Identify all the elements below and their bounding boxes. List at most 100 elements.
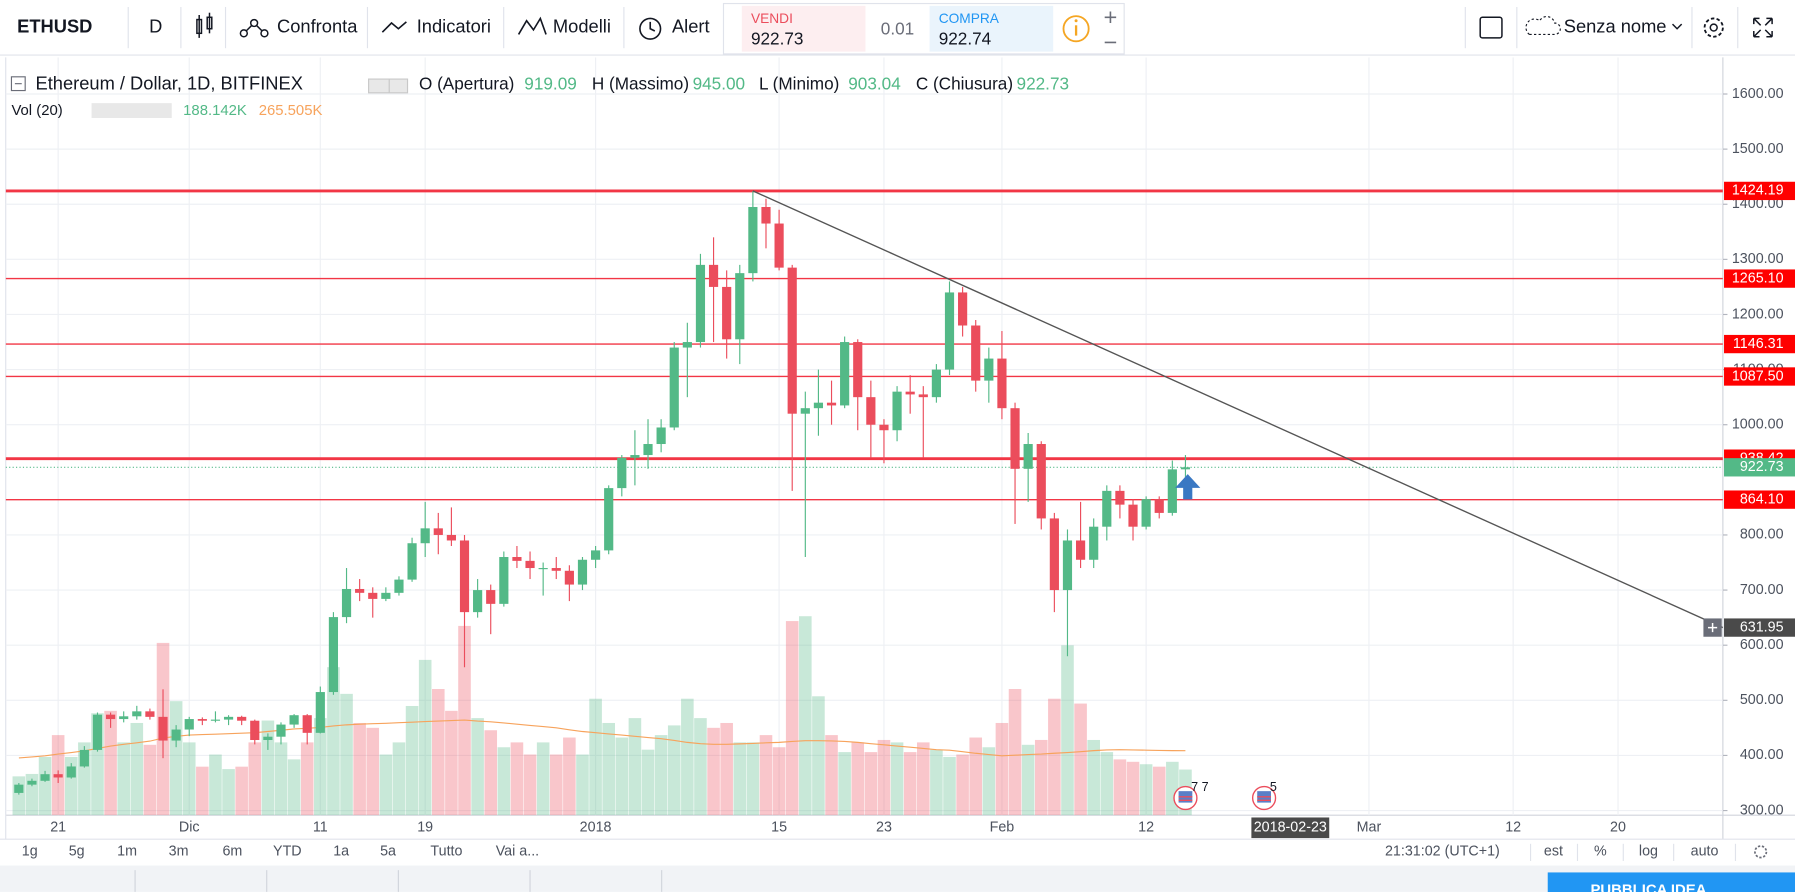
volume-bar	[169, 701, 183, 816]
volume-bar	[615, 737, 629, 816]
range-button[interactable]: 5g	[69, 844, 85, 860]
templates-icon[interactable]	[517, 16, 547, 35]
alert-icon[interactable]	[639, 17, 662, 40]
candle-body	[853, 342, 863, 398]
cloud-icon[interactable]	[1525, 15, 1561, 36]
volume-bar	[681, 698, 694, 816]
range-button[interactable]: 1a	[333, 844, 349, 860]
settings-icon[interactable]	[1703, 17, 1724, 38]
volume-bar	[12, 776, 26, 816]
candle-body	[971, 325, 981, 381]
clock: 21:31:02 (UTC+1)	[1385, 844, 1500, 860]
volume-bar	[1048, 698, 1061, 816]
publish-button[interactable]	[1547, 872, 1795, 892]
candle-body	[263, 736, 273, 741]
candle-body	[643, 444, 653, 456]
volume-bar	[484, 730, 498, 816]
chart-style-icon[interactable]	[196, 12, 213, 38]
candle-body	[1049, 518, 1059, 591]
volume-bar	[1061, 645, 1074, 816]
info-icon[interactable]	[1062, 15, 1090, 43]
interval[interactable]: D	[149, 15, 162, 36]
volume-bar	[209, 754, 222, 816]
range-button[interactable]: YTD	[273, 844, 302, 860]
candle-body	[722, 286, 732, 340]
settings-icon-core	[1709, 23, 1718, 32]
arrow-up	[1175, 474, 1201, 500]
range-button[interactable]: Tutto	[430, 844, 462, 860]
publish-label[interactable]: PUBBLICA IDEA	[1590, 883, 1706, 892]
candle-body	[1154, 499, 1164, 513]
candle-body	[315, 692, 325, 733]
candle-body	[892, 391, 902, 431]
range-button[interactable]: 3m	[169, 844, 189, 860]
bottom-settings[interactable]	[1754, 845, 1768, 859]
range-button[interactable]: 6m	[222, 844, 242, 860]
range-button[interactable]: 5a	[380, 844, 396, 860]
buy-label[interactable]: COMPRA	[939, 11, 1000, 26]
ohlc-value: 945.00	[693, 73, 745, 93]
footer	[0, 865, 1795, 892]
candle-body	[1180, 467, 1191, 470]
volume-bar	[366, 727, 380, 816]
candle-body	[14, 784, 24, 793]
volume-value: 188.142K	[183, 103, 247, 119]
candle-body	[577, 559, 588, 585]
candle-body	[840, 342, 850, 406]
square-icon[interactable]	[1479, 16, 1503, 39]
compare-button[interactable]: Confronta	[277, 15, 358, 36]
x-tick-label: 23	[876, 820, 892, 836]
volume-bar	[1087, 739, 1100, 816]
scale-option[interactable]: %	[1594, 844, 1607, 860]
volume-bar	[628, 718, 642, 816]
candle-body	[355, 588, 365, 593]
indicators-icon[interactable]	[381, 21, 407, 33]
x-tick-label: 20	[1610, 820, 1626, 836]
plus-minus[interactable]	[1104, 11, 1117, 44]
range-button[interactable]: 1g	[22, 844, 38, 860]
volume-bar	[812, 696, 825, 816]
ohlc-value: 922.73	[1017, 73, 1069, 93]
volume-buttons[interactable]	[91, 103, 172, 119]
range-button[interactable]: 1m	[117, 844, 137, 860]
buy-price[interactable]: 922.74	[939, 29, 992, 49]
sell-box[interactable]	[741, 5, 866, 52]
volume-bar	[261, 720, 275, 816]
volume-bar	[890, 742, 904, 816]
sell-label[interactable]: VENDI	[751, 11, 793, 26]
y-tick-label: 1300.00	[1732, 251, 1784, 267]
fullscreen-icon[interactable]	[1753, 17, 1773, 38]
volume-bar	[654, 735, 668, 816]
symbol[interactable]: ETHUSD	[17, 15, 92, 36]
volume-bar	[340, 693, 353, 816]
candle-body	[918, 394, 928, 398]
candle-body	[590, 550, 601, 560]
layout-name[interactable]: Senza nome	[1564, 15, 1667, 36]
volume-ma-line	[18, 719, 1186, 759]
candle-body	[119, 716, 129, 720]
indicators-button[interactable]: Indicatori	[417, 15, 491, 36]
scale-option[interactable]: auto	[1691, 844, 1719, 860]
buy-box[interactable]	[929, 5, 1054, 52]
volume-bar	[274, 742, 288, 816]
alert-button[interactable]: Alert	[672, 15, 710, 36]
ohlc-legend: O (Apertura) 919.09 H (Massimo) 945.00 L (Mi…	[419, 73, 1069, 93]
candle-body	[368, 592, 378, 599]
scale-option[interactable]: est	[1544, 844, 1563, 860]
trendline	[752, 190, 1723, 629]
legend-buttons[interactable]	[368, 78, 409, 94]
sell-price[interactable]: 922.73	[751, 29, 803, 49]
volume-bar	[995, 722, 1009, 816]
candle-body	[735, 273, 745, 340]
candle-body	[53, 774, 63, 778]
layout-chevron[interactable]	[1671, 23, 1683, 30]
volume-bar	[510, 742, 524, 816]
scale-option[interactable]: log	[1639, 844, 1658, 860]
candle-body	[564, 570, 574, 585]
compare-icon[interactable]	[239, 18, 269, 38]
goto-button[interactable]: Vai a...	[496, 844, 539, 860]
cursor-date-tag	[1251, 817, 1330, 839]
templates-button[interactable]: Modelli	[553, 15, 611, 36]
level-tag-label: 1087.50	[1732, 368, 1784, 384]
